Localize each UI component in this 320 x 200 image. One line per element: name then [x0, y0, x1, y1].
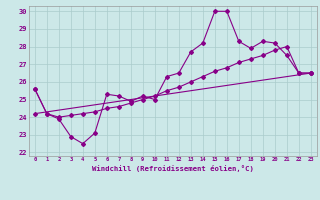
X-axis label: Windchill (Refroidissement éolien,°C): Windchill (Refroidissement éolien,°C)	[92, 165, 254, 172]
